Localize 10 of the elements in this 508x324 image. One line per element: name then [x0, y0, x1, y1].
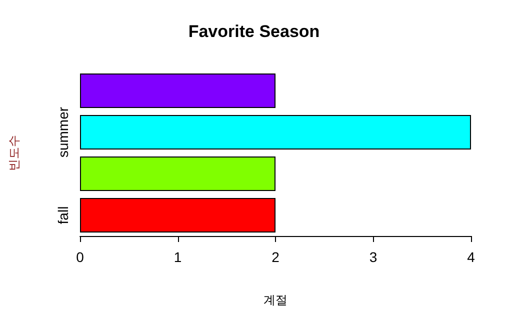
chart-title: Favorite Season: [188, 22, 320, 41]
x-tick-label: 2: [272, 249, 280, 265]
x-tick-label: 1: [174, 249, 182, 265]
y-axis-title: 빈도수: [7, 135, 21, 171]
y-tick-label: summer: [55, 106, 71, 158]
x-tick-label: 3: [369, 249, 378, 265]
x-tick-label: 0: [76, 249, 84, 265]
y-tick-label: fall: [55, 206, 71, 224]
x-axis-title: 계절: [264, 293, 288, 307]
x-tick-label: 4: [467, 249, 476, 265]
